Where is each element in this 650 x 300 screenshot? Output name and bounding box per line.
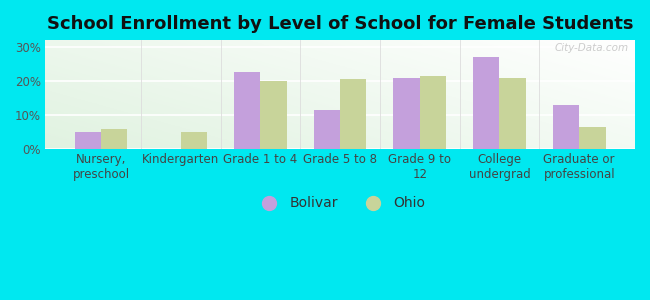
- Bar: [340, 79, 367, 149]
- Bar: [261, 81, 287, 149]
- Bar: [579, 127, 606, 149]
- Bar: [393, 78, 420, 149]
- Bar: [234, 72, 261, 149]
- Bar: [499, 78, 526, 149]
- Text: City-Data.com: City-Data.com: [555, 44, 629, 53]
- Legend: Bolivar, Ohio: Bolivar, Ohio: [249, 191, 431, 216]
- Bar: [181, 132, 207, 149]
- Bar: [420, 76, 446, 149]
- Bar: [473, 57, 499, 149]
- Bar: [75, 132, 101, 149]
- Title: School Enrollment by Level of School for Female Students: School Enrollment by Level of School for…: [47, 15, 633, 33]
- Bar: [553, 105, 579, 149]
- Bar: [101, 129, 127, 149]
- Bar: [314, 110, 340, 149]
